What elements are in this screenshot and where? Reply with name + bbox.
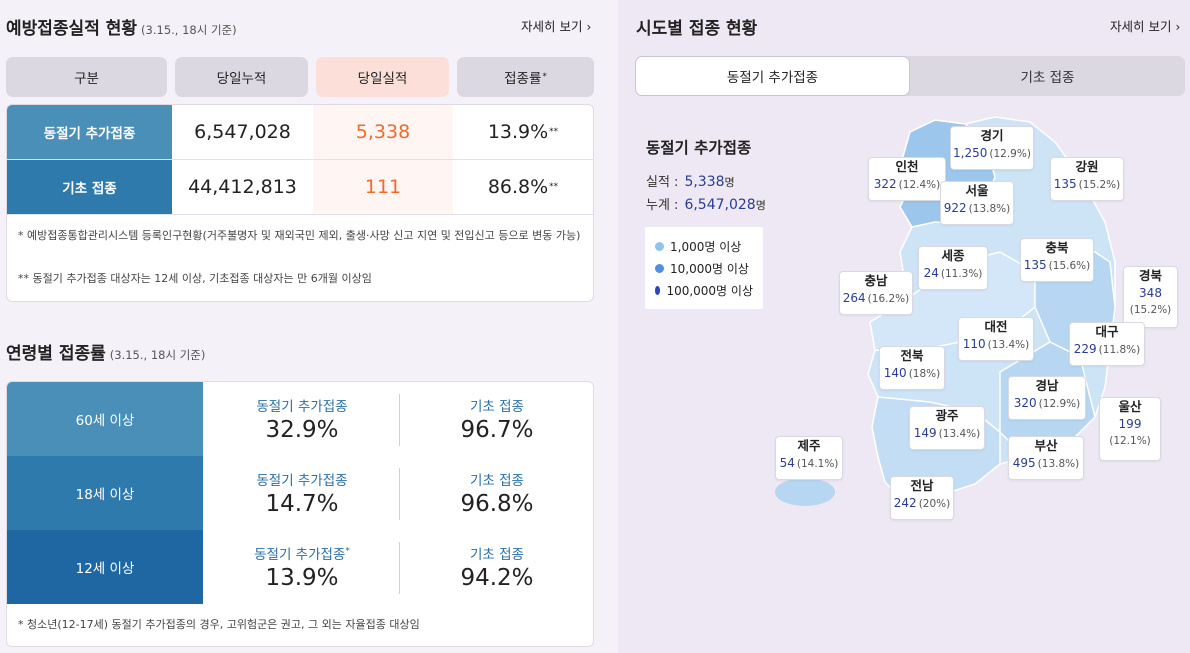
age-title: 연령별 접종률 (3.15., 18시 기준) xyxy=(6,344,206,364)
row-label: 동절기 추가접종 xyxy=(7,105,172,159)
header-today: 당일실적 xyxy=(316,57,449,97)
legend-dot-icon xyxy=(655,263,664,273)
age-table: 60세 이상 동절기 추가접종 32.9% 기초 접종 96.7% 18세 이상… xyxy=(6,381,594,647)
legend-item: 1,000명 이상 xyxy=(655,235,753,257)
map-jeju xyxy=(775,478,835,506)
region-card-gangwon[interactable]: 강원 135 (15.2%) xyxy=(1050,157,1124,201)
table-row: 12세 이상 동절기 추가접종* 13.9% 기초 접종 94.2% xyxy=(7,530,593,604)
region-card-busan[interactable]: 부산 495 (13.8%) xyxy=(1008,436,1084,480)
summary-total: 누계 :6,547,028명 xyxy=(646,197,766,213)
age-label: 60세 이상 xyxy=(7,382,203,456)
legend-item: 100,000명 이상 xyxy=(655,279,753,301)
rate-value: 86.8% ** xyxy=(487,176,559,198)
region-card-gyeongbuk[interactable]: 경북 348 (15.2%) xyxy=(1123,266,1178,328)
header-cumulative: 당일누적 xyxy=(175,57,308,97)
tab-primary[interactable]: 기초 접종 xyxy=(1020,70,1075,86)
region-card-sejong[interactable]: 세종 24 (11.3%) xyxy=(918,246,988,290)
region-card-chungnam[interactable]: 충남 264 (16.2%) xyxy=(839,271,913,315)
region-card-ulsan[interactable]: 울산 199 (12.1%) xyxy=(1099,397,1161,461)
chevron-right-icon: › xyxy=(1175,20,1181,34)
region-card-gyeongnam[interactable]: 경남 320 (12.9%) xyxy=(1008,376,1086,420)
table-row: 동절기 추가접종 6,547,028 5,338 13.9% ** xyxy=(7,105,593,160)
region-card-gwangju[interactable]: 광주 149 (13.4%) xyxy=(909,406,985,450)
summary-title: 동절기 추가접종 xyxy=(646,139,752,157)
chevron-right-icon: › xyxy=(586,20,592,34)
regions-more-link[interactable]: 자세히 보기 › xyxy=(1110,19,1181,34)
booster-cell: 동절기 추가접종 14.7% xyxy=(256,473,348,517)
cumulative-value: 6,547,028 xyxy=(194,121,291,143)
divider xyxy=(399,542,400,594)
rate-value: 13.9% ** xyxy=(487,121,559,143)
summary-performance: 실적 :5,338명 xyxy=(646,174,735,190)
booster-cell: 동절기 추가접종 32.9% xyxy=(256,399,348,443)
region-card-gyeonggi[interactable]: 경기 1,250 (12.9%) xyxy=(950,126,1034,170)
region-card-jeonbuk[interactable]: 전북 140 (18%) xyxy=(879,346,945,390)
primary-cell: 기초 접종 96.7% xyxy=(460,399,534,443)
vaccination-note-2: ** 동절기 추가접종 대상자는 12세 이상, 기초접종 대상자는 만 6개월… xyxy=(18,272,372,285)
age-label: 12세 이상 xyxy=(7,530,203,604)
vaccination-table: 동절기 추가접종 6,547,028 5,338 13.9% ** 기초 접종 4… xyxy=(6,104,594,302)
age-label: 18세 이상 xyxy=(7,456,203,530)
legend-item: 10,000명 이상 xyxy=(655,257,753,279)
booster-cell: 동절기 추가접종* 13.9% xyxy=(254,546,350,592)
region-tabs: 동절기 추가접종 기초 접종 xyxy=(635,56,1185,96)
region-card-chungbuk[interactable]: 충북 135 (15.6%) xyxy=(1020,238,1094,282)
table-row: 60세 이상 동절기 추가접종 32.9% 기초 접종 96.7% xyxy=(7,382,593,456)
vaccination-more-link[interactable]: 자세히 보기 › xyxy=(521,19,592,34)
header-category: 구분 xyxy=(6,57,167,97)
tab-booster[interactable]: 동절기 추가접종 xyxy=(635,56,910,96)
primary-cell: 기초 접종 96.8% xyxy=(460,473,534,517)
region-card-jeju[interactable]: 제주 54 (14.1%) xyxy=(775,436,843,480)
region-card-incheon[interactable]: 인천 322 (12.4%) xyxy=(868,157,946,201)
header-rate: 접종률 * xyxy=(457,57,594,97)
region-card-seoul[interactable]: 서울 922 (13.8%) xyxy=(940,181,1014,225)
divider xyxy=(399,468,400,520)
age-note: * 청소년(12-17세) 동절기 추가접종의 경우, 고위험군은 권고, 그 … xyxy=(18,618,420,631)
regions-title: 시도별 접종 현황 xyxy=(636,19,758,39)
region-card-jeonnam[interactable]: 전남 242 (20%) xyxy=(890,476,954,520)
region-card-daegu[interactable]: 대구 229 (11.8%) xyxy=(1069,322,1145,366)
today-value: 111 xyxy=(313,160,453,214)
legend-dot-icon xyxy=(655,241,664,251)
vaccination-title: 예방접종실적 현황 (3.15., 18시 기준) xyxy=(6,19,237,39)
legend-dot-icon xyxy=(655,285,661,295)
primary-cell: 기초 접종 94.2% xyxy=(460,547,534,591)
vaccination-note-1: * 예방접종통합관리시스템 등록인구현황(거주불명자 및 재외국민 제외, 출생… xyxy=(18,229,581,242)
map-legend: 1,000명 이상 10,000명 이상 100,000명 이상 xyxy=(645,227,763,309)
table-row: 18세 이상 동절기 추가접종 14.7% 기초 접종 96.8% xyxy=(7,456,593,530)
table-row: 기초 접종 44,412,813 111 86.8% ** xyxy=(7,160,593,215)
today-value: 5,338 xyxy=(313,105,453,159)
divider xyxy=(399,394,400,446)
region-card-daejeon[interactable]: 대전 110 (13.4%) xyxy=(958,317,1034,361)
row-label: 기초 접종 xyxy=(7,160,172,214)
cumulative-value: 44,412,813 xyxy=(188,176,297,198)
